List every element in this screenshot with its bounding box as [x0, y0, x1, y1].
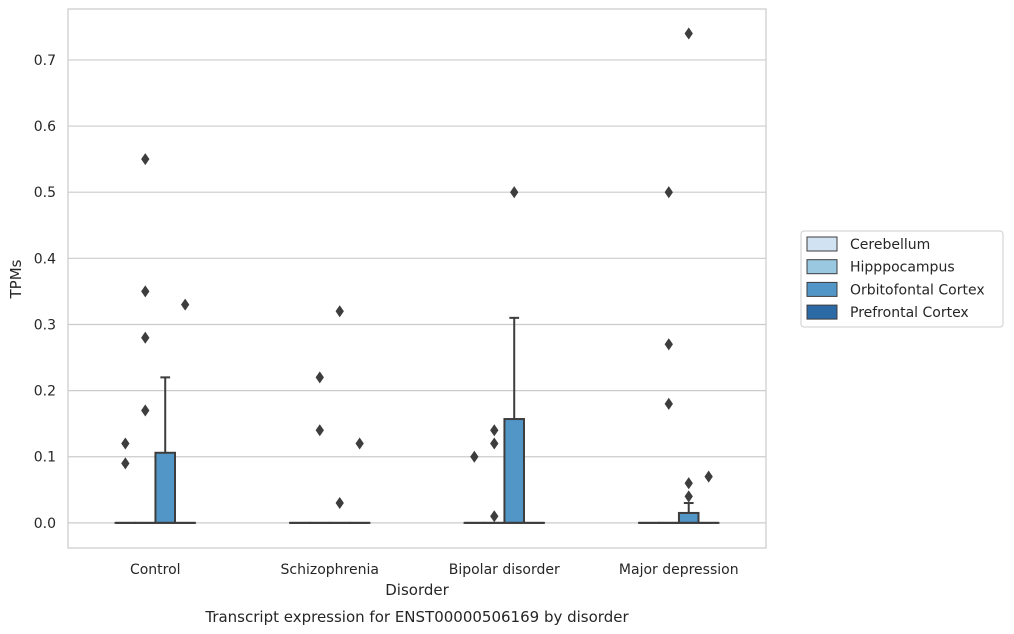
plot-frame — [67, 8, 767, 549]
box-plot-series — [114, 27, 720, 524]
outlier-point — [684, 490, 693, 503]
box-group — [658, 186, 680, 524]
outlier-point — [315, 371, 324, 384]
box-group — [154, 376, 176, 524]
outlier-point — [510, 186, 519, 199]
outlier-point — [180, 298, 190, 311]
outlier-point — [664, 397, 673, 410]
x-tick-label: Bipolar disorder — [449, 562, 560, 578]
outlier-point — [664, 338, 673, 351]
box-group — [309, 371, 331, 524]
box-rect — [677, 511, 700, 524]
legend-swatch — [806, 281, 838, 297]
outlier-point — [355, 437, 364, 450]
y-axis-label: TPMs — [7, 259, 25, 299]
legend-label: Hipppocampus — [850, 260, 955, 276]
outlier-point — [684, 27, 693, 40]
box-group — [697, 470, 720, 524]
box-group — [328, 305, 351, 524]
x-axis-ticks: Control Schizophrenia Bipolar disorder Majo… — [130, 562, 739, 578]
box-group — [348, 437, 371, 524]
box-group — [134, 153, 157, 524]
legend-label: Prefrontal Cortex — [850, 305, 969, 321]
outlier-point — [141, 285, 150, 298]
legend-label: Cerebellum — [850, 237, 930, 253]
legend: Cerebellum Hipppocampus Orbitofontal Corte… — [800, 230, 1004, 328]
legend-label: Orbitofontal Cortex — [850, 282, 985, 298]
outlier-point — [490, 510, 499, 523]
y-tick-label: 0.7 — [34, 53, 56, 69]
y-tick-label: 0.3 — [34, 317, 56, 333]
box-group — [114, 437, 137, 524]
chart-caption: Transcript expression for ENST0000050616… — [204, 608, 629, 626]
box-rect — [154, 451, 176, 524]
outlier-point — [315, 424, 324, 437]
y-tick-label: 0.4 — [34, 251, 56, 267]
outlier-point — [490, 424, 499, 437]
box-group — [483, 424, 506, 524]
outlier-point — [664, 186, 673, 199]
y-tick-label: 0.1 — [34, 450, 56, 466]
legend-frame — [800, 230, 1004, 328]
y-tick-label: 0.5 — [34, 185, 56, 201]
legend-swatch — [806, 304, 838, 320]
outlier-point — [121, 437, 130, 450]
box-group — [503, 186, 525, 524]
y-tick-label: 0.0 — [34, 516, 56, 532]
outlier-point — [141, 404, 150, 417]
y-tick-label: 0.2 — [34, 384, 56, 400]
outlier-point — [335, 497, 344, 510]
box-group — [463, 450, 486, 524]
x-axis-label: Disorder — [385, 581, 449, 599]
x-tick-label: Control — [130, 562, 181, 578]
legend-swatch — [806, 236, 838, 252]
box-group — [174, 298, 196, 524]
outlier-point — [141, 153, 150, 166]
grid-lines — [68, 59, 766, 524]
y-tick-label: 0.6 — [34, 119, 56, 135]
x-tick-label: Schizophrenia — [281, 562, 379, 578]
y-axis-ticks: 0.0 0.1 0.2 0.3 0.4 0.5 0.6 0.7 — [34, 53, 56, 532]
box-group — [677, 27, 700, 524]
x-tick-label: Major depression — [619, 562, 739, 578]
outlier-point — [335, 305, 344, 318]
legend-swatch — [806, 259, 838, 275]
outlier-point — [704, 470, 713, 483]
box-rect — [503, 418, 525, 524]
outlier-point — [490, 437, 499, 450]
outlier-point — [470, 450, 479, 463]
outlier-point — [121, 457, 130, 470]
outlier-point — [141, 331, 150, 344]
outlier-point — [684, 477, 693, 490]
